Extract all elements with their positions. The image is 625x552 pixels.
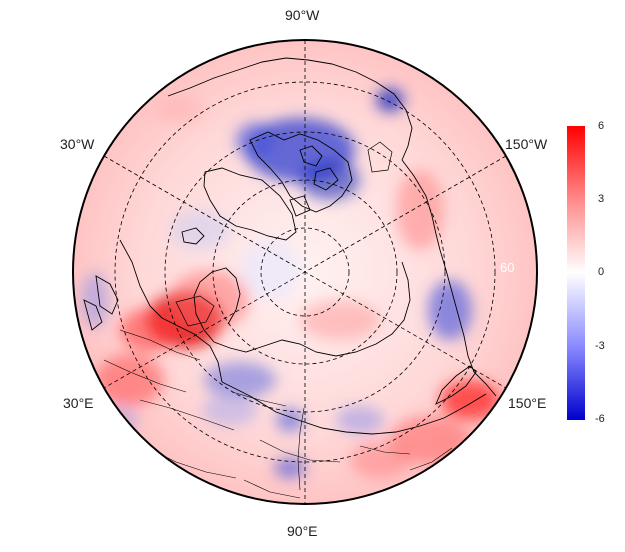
anomaly-patch	[81, 272, 109, 328]
lat-circle-80	[260, 227, 350, 317]
anomaly-patch	[240, 240, 300, 300]
coastline-siberia-arctic	[213, 261, 411, 357]
anomaly-patch	[274, 458, 306, 478]
colorbar	[567, 126, 585, 420]
lon-label-upper-left: 30°W	[60, 136, 95, 152]
colorbar-tick-3: 3	[598, 193, 605, 205]
coastline-alaska	[401, 159, 441, 251]
anomaly-patch	[300, 300, 380, 340]
meridian-150w-30e	[103, 155, 507, 389]
lon-label-lower-right: 150°E	[508, 395, 547, 411]
lat-circle-50	[114, 81, 496, 463]
lon-label-bottom: 90°E	[287, 523, 318, 539]
anomaly-patch	[300, 160, 360, 200]
anomaly-patch	[202, 394, 258, 426]
anomaly-patch	[235, 122, 275, 158]
anomaly-patch	[102, 406, 138, 434]
lat-circle-70	[212, 179, 398, 365]
coastline-scandinavia	[193, 267, 241, 343]
graticule	[103, 40, 507, 504]
coastline-east-siberia	[439, 249, 497, 397]
anomaly-patch	[156, 96, 204, 124]
colorbar-tick-neg3: -3	[595, 340, 605, 352]
coastline-iceland	[181, 227, 205, 245]
anomaly-patch	[336, 406, 384, 434]
anomaly-patch	[204, 362, 276, 398]
anomaly-patch	[396, 170, 444, 250]
anomaly-patch	[96, 354, 164, 406]
map-rim	[72, 39, 538, 505]
lon-label-lower-left: 30°E	[63, 395, 94, 411]
anomaly-patch	[120, 308, 180, 352]
anomaly-patch	[170, 210, 230, 250]
anomaly-patch	[440, 380, 500, 420]
coastline-japan	[435, 365, 477, 405]
coastline-canadian-archipelago	[249, 131, 353, 213]
coastline-asia-south	[221, 381, 487, 435]
anomaly-patch	[170, 270, 250, 330]
lon-label-upper-right: 150°W	[505, 136, 548, 152]
anomaly-patch	[376, 88, 404, 112]
coastlines	[83, 57, 497, 499]
anomaly-patch	[350, 442, 410, 478]
lon-label-top: 90°W	[285, 7, 320, 23]
lat-label-faint: 60	[500, 260, 515, 275]
colorbar-tick-6: 6	[598, 120, 605, 132]
anomaly-patch	[276, 408, 304, 432]
coastline-europe	[119, 239, 223, 383]
coastline-north-america	[167, 57, 413, 161]
colorbar-tick-0: 0	[598, 266, 605, 278]
colorbar-tick-neg6: -6	[595, 413, 605, 425]
coastline-greenland	[203, 167, 297, 241]
anomaly-patch	[428, 280, 472, 340]
